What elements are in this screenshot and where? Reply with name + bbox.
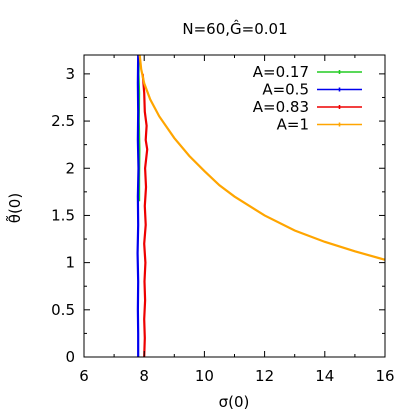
x-tick-label-14: 14 — [315, 367, 334, 385]
y-tick-label-2.5: 2.5 — [51, 112, 75, 130]
legend-label-4: A=1 — [277, 116, 309, 134]
axis-ticks: 6 8 10 12 14 16 0 0.5 1 1.5 2 2.5 3 — [51, 55, 395, 385]
x-tick-label-16: 16 — [375, 367, 394, 385]
plot-frame — [83, 54, 386, 358]
legend-label-2: A=0.5 — [262, 81, 309, 99]
legend: A=0.17A=0.5A=0.83A=1 — [253, 63, 362, 134]
plot-area — [136, 55, 385, 357]
y-tick-label-2: 2 — [65, 159, 75, 177]
y-tick-label-1.5: 1.5 — [51, 206, 75, 224]
series-line-4 — [138, 55, 385, 261]
y-axis-label: θ̃(0) — [5, 193, 24, 223]
x-axis-label: σ(0) — [219, 393, 250, 411]
y-tick-label-3: 3 — [65, 65, 75, 83]
legend-label-1: A=0.17 — [253, 63, 309, 81]
series-line-2 — [136, 55, 140, 357]
x-tick-label-10: 10 — [195, 367, 214, 385]
x-tick-label-8: 8 — [139, 367, 149, 385]
y-tick-label-0: 0 — [65, 348, 75, 366]
y-tick-label-1: 1 — [65, 254, 75, 272]
y-tick-label-0.5: 0.5 — [51, 301, 75, 319]
series-line-3 — [141, 73, 149, 357]
x-tick-label-6: 6 — [79, 367, 89, 385]
x-tick-label-12: 12 — [255, 367, 274, 385]
chart-title: N=60,Ĝ=0.01 — [182, 19, 287, 38]
legend-label-3: A=0.83 — [253, 98, 309, 116]
